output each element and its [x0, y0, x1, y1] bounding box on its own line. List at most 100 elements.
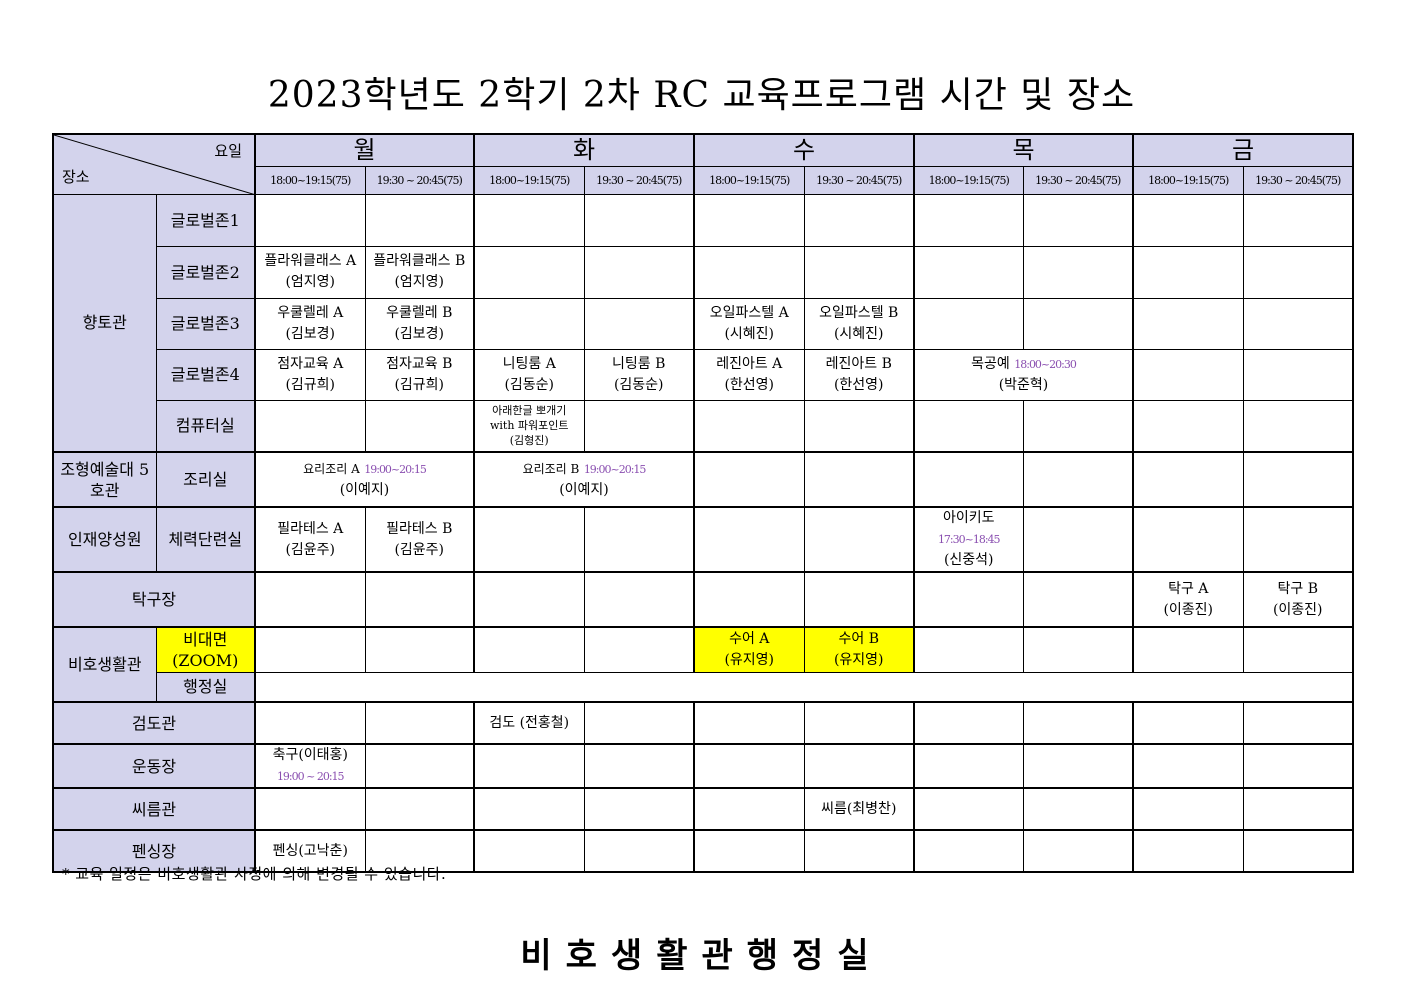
- program-name: 플라워클래스 B: [373, 253, 466, 269]
- program-cell: 목공예 18:00~20:30 (박준혁): [913, 348, 1134, 401]
- empty-cell: [1132, 297, 1244, 350]
- program-cell: 오일파스텔 A (시혜진): [693, 297, 805, 350]
- schedule-row: 조형예술대 5호관 조리실 요리조리 A 19:00~20:15 (이예지) 요리조리 …: [52, 451, 1354, 508]
- instructor-name: (김형진): [509, 434, 549, 448]
- empty-cell: [1132, 451, 1244, 508]
- program-title: 검도 (전홍철): [476, 713, 583, 734]
- program-name: 펜싱(고낙춘): [272, 842, 348, 859]
- program-cell: 니팅룸 A (김동순): [473, 348, 585, 401]
- instructor-name: (한선영): [724, 376, 775, 393]
- program-cell: 점자교육 B (김규희): [364, 348, 475, 401]
- empty-cell: [693, 506, 805, 573]
- time-slot-header: 19:30 ~ 20:45(75): [1022, 165, 1134, 195]
- place-label: 검도관: [52, 701, 256, 745]
- empty-cell: [1022, 193, 1134, 247]
- empty-cell: [803, 245, 915, 299]
- empty-cell: [803, 399, 915, 453]
- program-time: 19:00 ~ 20:15: [276, 770, 345, 783]
- day-tue: 화: [473, 133, 695, 167]
- empty-cell: [913, 701, 1024, 745]
- schedule-row: 인재양성원 체력단련실 필라테스 A (김윤주) 필라테스 B (김윤주) 아이키도 17:…: [52, 506, 1354, 573]
- program-name: 우쿨렐레 B: [386, 304, 453, 321]
- empty-cell: [693, 193, 805, 247]
- place-label: 씨름관: [52, 787, 256, 831]
- day-fri: 금: [1132, 133, 1354, 167]
- empty-cell: [254, 193, 366, 247]
- time-slot-header: 18:00~19:15(75): [254, 165, 366, 195]
- empty-cell: [364, 829, 475, 873]
- time-slot-header: 18:00~19:15(75): [693, 165, 805, 195]
- program-name: 목공예: [971, 355, 1010, 372]
- program-name: 검도 (전홍철): [489, 714, 570, 731]
- day-thu: 목: [913, 133, 1134, 167]
- empty-cell: [1022, 571, 1134, 628]
- schedule-row: 검도관 검도 (전홍철): [52, 701, 1354, 745]
- empty-cell: [583, 245, 695, 299]
- time-slot-header: 18:00~19:15(75): [473, 165, 585, 195]
- instructor-name: (엄지영): [285, 274, 336, 290]
- room-subname: (ZOOM): [172, 650, 239, 670]
- program-title: 점자교육 A: [257, 354, 364, 375]
- time-slot-header: 19:30 ~ 20:45(75): [364, 165, 475, 195]
- empty-cell: [1242, 506, 1354, 573]
- empty-cell: [803, 571, 915, 628]
- program-cell: 펜싱(고낙춘): [254, 829, 366, 873]
- program-name: 오일파스텔 A: [709, 304, 789, 321]
- empty-cell: [693, 571, 805, 628]
- program-time: 19:00~20:15: [583, 462, 647, 476]
- empty-cell: [254, 626, 366, 673]
- empty-cell: [693, 451, 805, 508]
- empty-cell: [913, 571, 1024, 628]
- empty-cell: [913, 245, 1024, 299]
- instructor-name: (신중석): [943, 552, 994, 568]
- room-name: 체력단련실: [168, 530, 243, 549]
- schedule-row: 컴퓨터실 아래한글 뽀개기 with 파워포인트 (김형진): [53, 399, 1354, 453]
- building-label: 인재양성원: [52, 506, 157, 573]
- program-name: 레진아트 B: [825, 355, 892, 372]
- program-title: 레진아트 B: [805, 354, 913, 375]
- program-title: 니팅룸 B: [585, 354, 693, 375]
- program-name: 탁구 A: [1168, 580, 1209, 597]
- instructor-name: (김윤주): [394, 541, 445, 558]
- room-label: 행정실: [155, 671, 256, 703]
- program-title: 아래한글 뽀개기: [476, 403, 583, 418]
- program-title: 우쿨렐레 B: [366, 303, 473, 324]
- empty-cell: [913, 297, 1024, 350]
- program-cell: 탁구 A (이종진): [1132, 571, 1244, 628]
- schedule-row: 글로벌존3 우쿨렐레 A (김보경) 우쿨렐레 B (김보경) 오일파스텔 A (시혜진) 오…: [53, 297, 1354, 350]
- program-cell: 우쿨렐레 A (김보경): [254, 297, 366, 350]
- program-title: 플라워클래스 A: [257, 251, 364, 272]
- building-label: 비호생활관: [52, 626, 157, 703]
- empty-cell: [803, 193, 915, 247]
- program-time: 18:00~20:30: [1014, 357, 1077, 371]
- program-name: 요리조리 B: [522, 461, 580, 476]
- program-name: 니팅룸 B: [612, 355, 666, 372]
- empty-cell: [913, 451, 1024, 508]
- empty-cell: [583, 829, 695, 873]
- empty-cell: [1132, 245, 1244, 299]
- empty-cell: [583, 506, 695, 573]
- program-cell: 필라테스 A (김윤주): [254, 506, 366, 573]
- day-header-row: 요일 장소 월 화 수 목 금: [52, 133, 1354, 195]
- room-label: 컴퓨터실: [155, 399, 256, 453]
- schedule-table: 요일 장소 월 화 수 목 금 18:00~19:15(75) 19:30 ~ 2…: [52, 133, 1354, 873]
- instructor-name: (이종진): [1163, 601, 1214, 618]
- program-title: 니팅룸 A: [476, 354, 583, 375]
- program-name: 수어 A: [729, 630, 770, 647]
- empty-cell: [1242, 829, 1354, 873]
- program-title: 아이키도 17:30~18:45: [916, 509, 1022, 550]
- empty-cell: [1022, 626, 1134, 673]
- program-cell: 레진아트 A (한선영): [693, 348, 805, 401]
- program-name: 필라테스 B: [386, 520, 453, 537]
- empty-cell: [803, 743, 915, 789]
- place-label: 펜싱장: [52, 829, 256, 873]
- empty-cell: [1022, 701, 1134, 745]
- program-name: 우쿨렐레 A: [277, 304, 344, 321]
- empty-cell: [1132, 626, 1244, 673]
- empty-cell: [473, 743, 585, 789]
- instructor-name: (유지영): [724, 651, 775, 668]
- empty-cell: [1242, 245, 1354, 299]
- empty-cell: [693, 701, 805, 745]
- program-title: 오일파스텔 B: [805, 303, 913, 324]
- program-title: 플라워클래스 B: [366, 251, 473, 272]
